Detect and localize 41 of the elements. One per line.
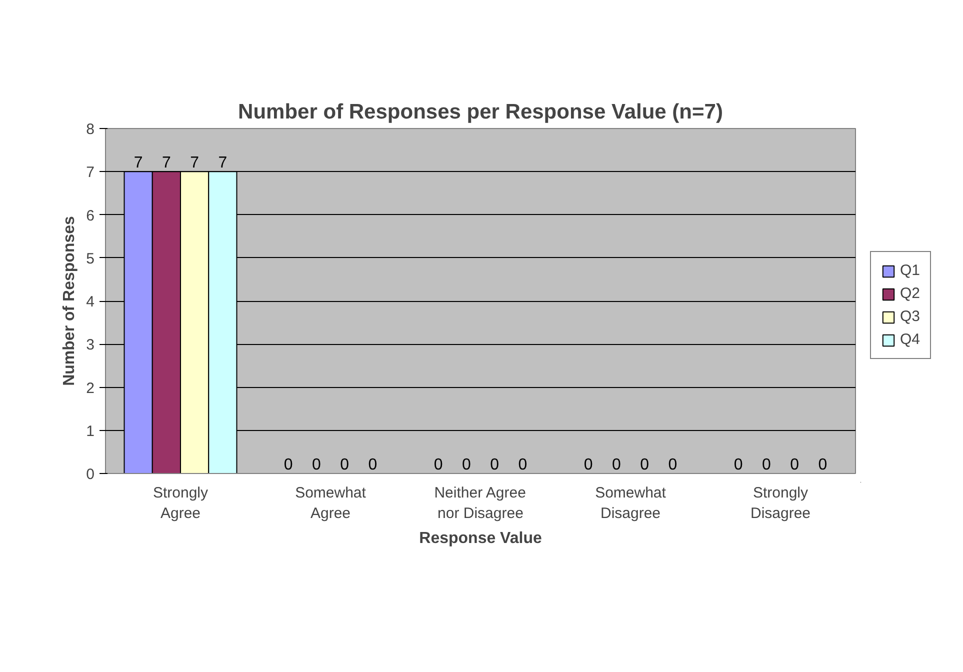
data-label: 0 (790, 456, 800, 474)
data-label: 7 (218, 154, 228, 172)
data-label: 0 (462, 456, 471, 474)
y-tick-label: 4 (86, 294, 94, 310)
data-label: 0 (312, 456, 321, 474)
chart-title: Number of Responses per Response Value (n=7) (238, 100, 723, 124)
data-label: 0 (340, 456, 350, 474)
data-label: 7 (134, 154, 143, 172)
y-tick-label: 3 (86, 336, 94, 354)
data-label: 0 (584, 456, 593, 474)
y-tick-label: 2 (86, 380, 94, 397)
data-label: 0 (284, 456, 293, 474)
y-tick-label: 7 (86, 164, 94, 182)
legend-label: Q2 (900, 285, 920, 302)
legend-label: Q4 (900, 331, 920, 348)
x-tick-label: Strongly Disagree (750, 484, 811, 522)
data-label: 0 (490, 456, 500, 474)
y-tick-label: 6 (86, 207, 94, 224)
x-axis-title: Response Value (419, 530, 542, 547)
data-label: 0 (818, 456, 828, 474)
x-tick-label: Somewhat Disagree (595, 484, 667, 522)
data-label: 0 (368, 456, 378, 474)
data-label: 0 (734, 456, 743, 474)
y-tick-label: 8 (86, 121, 94, 138)
y-tick-label: 5 (86, 250, 94, 268)
data-label: 7 (190, 154, 200, 172)
legend-label: Q3 (900, 308, 920, 325)
data-label: 0 (668, 456, 678, 474)
legend-label: Q1 (900, 262, 920, 279)
data-label: 0 (640, 456, 650, 474)
data-label: 0 (434, 456, 443, 474)
data-label: 0 (762, 456, 771, 474)
x-tick-label: Strongly Agree (152, 484, 209, 522)
x-tick-label: Somewhat Agree (295, 484, 367, 522)
data-label: 0 (612, 456, 621, 474)
data-label: 0 (518, 456, 528, 474)
y-tick-label: 0 (86, 466, 94, 483)
data-label: 7 (162, 154, 171, 172)
x-tick-label: Neither Agree nor Disagree (434, 484, 526, 522)
y-axis-title: Number of Responses (61, 216, 78, 386)
y-tick-label: 1 (86, 422, 94, 440)
